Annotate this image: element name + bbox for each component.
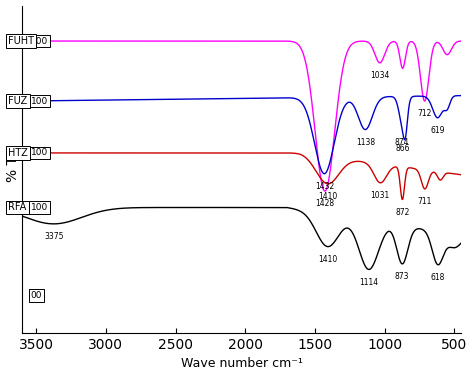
Text: 712: 712 (418, 109, 432, 118)
Text: 1432: 1432 (315, 182, 334, 191)
Text: 1410: 1410 (318, 255, 337, 264)
Text: 1138: 1138 (356, 138, 375, 147)
Text: 1428: 1428 (315, 199, 335, 208)
Text: 100: 100 (31, 149, 48, 158)
Text: 1031: 1031 (371, 191, 390, 200)
Text: 618: 618 (430, 273, 445, 282)
Text: 00: 00 (31, 291, 42, 300)
Text: 1114: 1114 (359, 277, 378, 287)
Text: 100: 100 (31, 203, 48, 212)
Text: FUHT: FUHT (9, 36, 35, 46)
Text: FUZ: FUZ (9, 96, 27, 106)
X-axis label: Wave number cm⁻¹: Wave number cm⁻¹ (181, 358, 303, 370)
Text: 872: 872 (395, 208, 410, 217)
Text: 873: 873 (395, 272, 410, 281)
Y-axis label: % T: % T (6, 156, 19, 182)
Text: 866: 866 (396, 144, 410, 153)
Text: 3375: 3375 (44, 232, 64, 241)
Text: 1034: 1034 (370, 71, 390, 80)
Text: RFA: RFA (9, 203, 27, 212)
Text: HTZ: HTZ (9, 148, 28, 158)
Text: 100: 100 (31, 97, 48, 106)
Text: 874: 874 (395, 138, 410, 147)
Text: 619: 619 (430, 126, 445, 135)
Text: 1410: 1410 (318, 192, 337, 201)
Text: 100: 100 (31, 36, 48, 45)
Text: 711: 711 (418, 197, 432, 206)
